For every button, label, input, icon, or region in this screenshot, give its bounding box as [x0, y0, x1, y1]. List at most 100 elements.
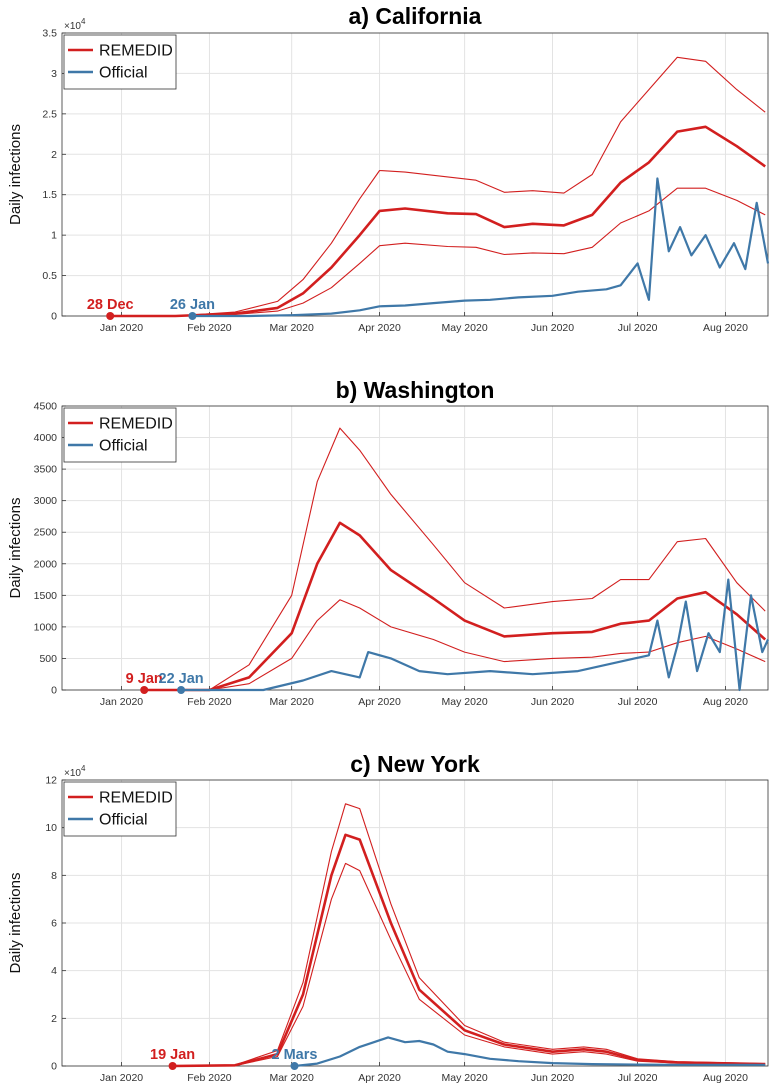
- series-line-official: [192, 177, 770, 318]
- start-marker-dot: [188, 312, 197, 320]
- series-line-official: [181, 578, 770, 692]
- y-tick-label: 2: [51, 1013, 57, 1025]
- x-tick-label: Aug 2020: [703, 1072, 748, 1084]
- y-tick-label: 12: [45, 775, 57, 787]
- start-marker-label: 28 Dec: [87, 297, 134, 313]
- x-tick-label: Jul 2020: [618, 696, 658, 708]
- x-tick-label: May 2020: [442, 322, 488, 334]
- axes-frame: [61, 32, 769, 317]
- series-line-remedid-lower: [110, 187, 766, 317]
- start-marker-dot: [140, 686, 149, 694]
- y-tick-label: 0.5: [42, 270, 57, 282]
- y-tick-label: 1500: [34, 590, 58, 602]
- x-tick-label: Aug 2020: [703, 696, 748, 708]
- x-tick-label: Feb 2020: [187, 1072, 232, 1084]
- series-lines: [144, 427, 770, 692]
- x-tick-label: Jun 2020: [531, 696, 574, 708]
- y-tick-label: 1.5: [42, 189, 57, 201]
- x-tick-label: May 2020: [442, 696, 488, 708]
- legend-label: REMEDID: [99, 43, 173, 60]
- x-tick-label: Jun 2020: [531, 1072, 574, 1084]
- y-tick-label: 4: [51, 965, 57, 977]
- y-tick-label: 2000: [34, 558, 58, 570]
- plot-area: [62, 406, 768, 690]
- start-marker-dot: [168, 1062, 177, 1070]
- x-tick-label: Apr 2020: [358, 322, 401, 334]
- x-tick-label: Mar 2020: [269, 696, 314, 708]
- series-line-remedid-upper: [144, 427, 766, 691]
- axes-frame: [61, 405, 769, 691]
- series-line-remedid: [172, 833, 766, 1068]
- legend-label: Official: [99, 65, 148, 82]
- legend: REMEDID Official: [63, 781, 177, 837]
- y-tick-label: 4500: [34, 401, 58, 413]
- series-line-remedid-upper: [172, 803, 766, 1067]
- start-marker-label: 9 Jan: [126, 671, 163, 687]
- chart-panel-0: a) California 0 0.5 1 1.5 2 2.5 3 3.5 Jan 2020 Feb…: [7, 3, 770, 334]
- y-tick-label: 0: [51, 685, 57, 697]
- y-tick-label: 3000: [34, 495, 58, 507]
- y-tick-label: 6: [51, 918, 57, 930]
- legend-label: Official: [99, 438, 148, 455]
- legend-label: REMEDID: [99, 416, 173, 433]
- chart-panel-2: c) New York 0 2 4 6 8 10 12 Jan 2020 Feb 2020 Mar …: [7, 751, 769, 1084]
- start-marker-label: 22 Jan: [159, 671, 204, 687]
- y-tick-label: 1: [51, 230, 57, 242]
- series-lines: [172, 803, 766, 1068]
- legend: REMEDID Official: [63, 407, 177, 463]
- y-tick-label: 500: [39, 653, 57, 665]
- series-line-remedid-lower: [172, 862, 766, 1067]
- x-tick-label: Feb 2020: [187, 322, 232, 334]
- start-marker-dot: [290, 1062, 299, 1070]
- y-tick-label: 10: [45, 822, 57, 834]
- chart-title: b) Washington: [336, 377, 495, 403]
- y-tick-label: 1000: [34, 621, 58, 633]
- legend-label: Official: [99, 812, 148, 829]
- legend-box: [63, 407, 177, 463]
- legend-label: REMEDID: [99, 790, 173, 807]
- series-line-remedid-upper: [110, 56, 766, 317]
- y-tick-label: 0: [51, 311, 57, 323]
- x-tick-label: Jan 2020: [100, 696, 143, 708]
- x-tick-label: Mar 2020: [269, 322, 314, 334]
- legend: REMEDID Official: [63, 34, 177, 90]
- x-tick-label: Aug 2020: [703, 322, 748, 334]
- x-tick-label: May 2020: [442, 1072, 488, 1084]
- y-tick-label: 2: [51, 149, 57, 161]
- series-line-official: [294, 1036, 766, 1068]
- start-marker-dot: [177, 686, 186, 694]
- start-marker-dot: [106, 312, 115, 320]
- x-tick-label: Mar 2020: [269, 1072, 314, 1084]
- y-exponent-label: ×104: [64, 17, 86, 32]
- x-tick-label: Feb 2020: [187, 696, 232, 708]
- y-tick-label: 3500: [34, 464, 58, 476]
- y-tick-label: 2.5: [42, 108, 57, 120]
- x-tick-label: Jul 2020: [618, 1072, 658, 1084]
- y-axis-label: Daily infections: [7, 873, 24, 974]
- y-tick-label: 4000: [34, 432, 58, 444]
- grid: [62, 405, 768, 691]
- y-axis-label: Daily infections: [7, 498, 24, 599]
- start-marker-label: 26 Jan: [170, 297, 215, 313]
- x-tick-label: Jan 2020: [100, 1072, 143, 1084]
- series-line-remedid: [144, 521, 767, 692]
- y-tick-label: 3.5: [42, 28, 57, 40]
- x-tick-label: Jan 2020: [100, 322, 143, 334]
- start-marker-label: 2 Mars: [272, 1047, 318, 1063]
- legend-box: [63, 781, 177, 837]
- legend-box: [63, 34, 177, 90]
- chart-title: a) California: [349, 3, 482, 29]
- chart-title: c) New York: [350, 751, 480, 777]
- x-tick-label: Jun 2020: [531, 322, 574, 334]
- x-tick-label: Jul 2020: [618, 322, 658, 334]
- chart-panel-1: b) Washington 0 500 1000 1500 2000 2500 3000 350…: [7, 377, 770, 708]
- y-exponent-label: ×104: [64, 764, 86, 779]
- y-tick-label: 2500: [34, 527, 58, 539]
- start-marker-label: 19 Jan: [150, 1047, 195, 1063]
- x-tick-label: Apr 2020: [358, 1072, 401, 1084]
- series-lines: [110, 56, 770, 318]
- y-tick-label: 8: [51, 870, 57, 882]
- y-axis-label: Daily infections: [7, 124, 24, 225]
- y-tick-label: 0: [51, 1061, 57, 1073]
